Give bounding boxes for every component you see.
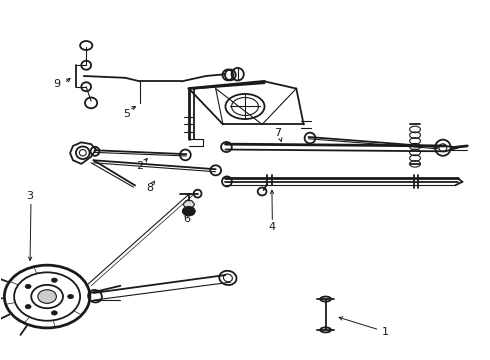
Text: 4: 4 — [269, 222, 276, 232]
Circle shape — [51, 278, 57, 282]
Text: 2: 2 — [136, 161, 144, 171]
Circle shape — [182, 207, 195, 216]
Text: 1: 1 — [382, 327, 389, 337]
Text: 7: 7 — [274, 129, 281, 138]
Text: 8: 8 — [146, 183, 153, 193]
Circle shape — [25, 284, 31, 289]
Circle shape — [51, 311, 57, 315]
Text: 5: 5 — [123, 109, 130, 119]
Text: 9: 9 — [53, 79, 60, 89]
Circle shape — [25, 305, 31, 309]
Circle shape — [68, 294, 74, 299]
Ellipse shape — [38, 290, 56, 303]
Text: 6: 6 — [183, 215, 190, 224]
Polygon shape — [183, 201, 195, 208]
Text: 3: 3 — [26, 191, 33, 201]
